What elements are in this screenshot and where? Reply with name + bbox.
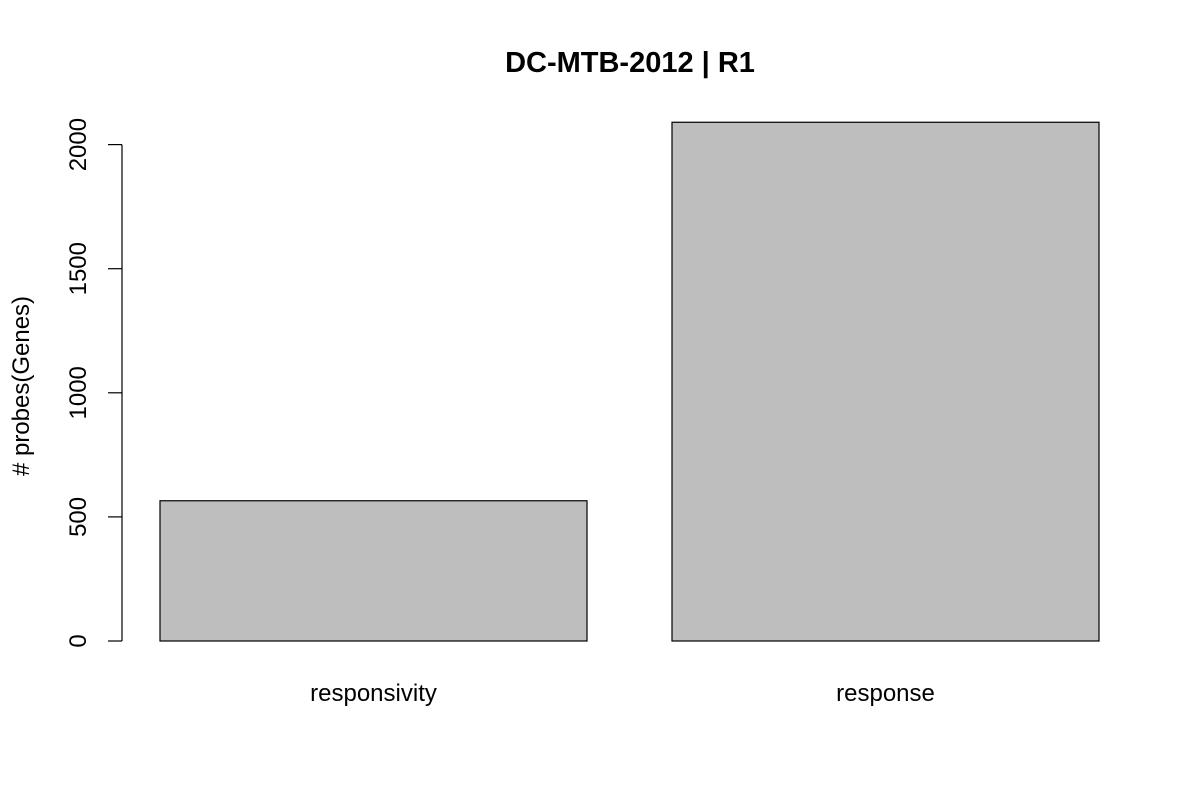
y-tick-label: 500 [65, 497, 92, 537]
x-axis-labels: responsivity response [310, 680, 935, 707]
y-tick-label: 1000 [65, 366, 92, 419]
y-axis-label: # probes(Genes) [8, 296, 35, 476]
y-tick-label: 2000 [65, 118, 92, 171]
y-axis: 0 500 1000 1500 2000 [65, 118, 123, 648]
bar-responsivity [159, 500, 588, 642]
x-tick-label: responsivity [310, 680, 437, 707]
bars [159, 121, 1100, 642]
chart-title: DC-MTB-2012 | R1 [505, 47, 755, 79]
x-tick-label: response [836, 680, 935, 707]
y-tick-label: 1500 [65, 242, 92, 295]
bar-response [671, 121, 1100, 642]
y-tick-label: 0 [65, 634, 92, 647]
